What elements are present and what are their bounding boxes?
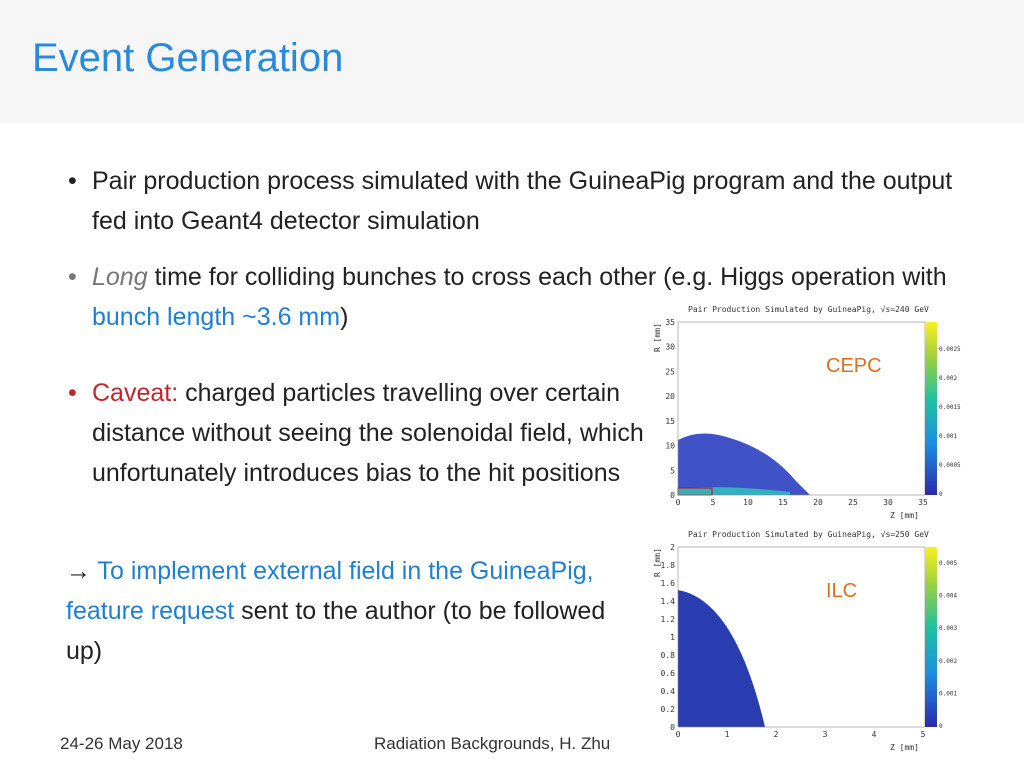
z-tick-label: 0 [939,723,943,730]
scatter-core [678,487,790,495]
y-tick-label: 0.8 [661,651,676,660]
text-run: Long [92,263,148,291]
y-tick-label: 25 [665,367,675,376]
text-run: charged particles travelling over certai… [92,379,644,487]
x-tick-label: 4 [872,730,877,739]
z-tick-label: 0.0025 [939,346,961,353]
footer-center: Radiation Backgrounds, H. Zhu [374,734,611,753]
x-tick-label: 2 [774,730,779,739]
x-tick-label: 5 [921,730,926,739]
y-tick-label: 20 [665,392,675,401]
bullet: • Pair production process simulated with … [68,161,972,241]
header-band [0,0,1024,123]
color-bar [925,322,937,495]
x-tick-label: 20 [813,498,823,507]
y-tick-label: 0.4 [661,687,676,696]
scatter-blob [678,590,765,727]
y-tick-label: 0 [670,491,675,500]
x-axis-label: Z [mm] [890,511,919,520]
y-tick-label: 0.6 [661,669,676,678]
text-run: bunch length ~3.6 mm [92,303,341,331]
x-tick-label: 30 [883,498,893,507]
text-run: time for colliding bunches to cross each… [147,263,947,291]
bullet: • Caveat: charged particles travelling ov… [68,373,652,493]
y-axis-label: R [mm] [653,323,662,352]
x-tick-label: 15 [778,498,788,507]
y-tick-label: 1 [670,633,675,642]
z-tick-label: 0.002 [939,375,957,382]
bullet: • Long time for colliding bunches to cros… [68,257,972,337]
y-tick-label: 30 [665,343,675,352]
x-tick-label: 35 [918,498,928,507]
x-tick-label: 0 [676,730,681,739]
color-bar [925,547,937,727]
z-tick-label: 0 [939,491,943,498]
x-tick-label: 25 [848,498,858,507]
x-tick-label: 5 [711,498,716,507]
plot-label: CEPC [826,355,882,377]
x-tick-label: 1 [725,730,730,739]
text-run: → [66,557,98,585]
note: → To implement external field in the Gui… [66,551,626,671]
y-tick-label: 10 [665,442,675,451]
plots: Pair Production Simulated by GuineaPig, … [653,305,961,752]
footer-date: 24-26 May 2018 [60,734,183,753]
y-tick-label: 2 [670,543,675,552]
text-run: ) [340,303,349,331]
slide-title: Event Generation [32,36,344,80]
z-tick-label: 0.002 [939,658,957,665]
x-tick-label: 3 [823,730,828,739]
y-tick-label: 0 [670,723,675,732]
y-tick-label: 5 [670,466,675,475]
y-tick-label: 1.6 [661,579,676,588]
z-tick-label: 0.004 [939,593,957,600]
plot-label: ILC [826,580,857,602]
plot-title: Pair Production Simulated by GuineaPig, … [688,305,929,314]
x-tick-label: 10 [743,498,753,507]
z-tick-label: 0.005 [939,560,957,567]
text-run: To implement external field in the Guine… [66,557,594,625]
bullet-dot: • [68,263,77,291]
y-tick-label: 1.8 [661,561,676,570]
x-axis-label: Z [mm] [890,743,919,752]
bullet-dot: • [68,167,77,195]
text-run: sent to the author (to be followed up) [66,597,606,665]
y-tick-label: 0.2 [661,705,676,714]
z-tick-label: 0.001 [939,433,957,440]
y-tick-label: 35 [665,318,675,327]
z-tick-label: 0.0015 [939,404,961,411]
z-tick-label: 0.003 [939,625,957,632]
scatter-blob [678,433,810,495]
text-run: Caveat: [92,379,179,407]
z-tick-label: 0.001 [939,690,957,697]
y-axis-label: R [mm] [653,548,662,577]
x-tick-label: 0 [676,498,681,507]
z-tick-label: 0.0005 [939,462,961,469]
bullet-dot: • [68,379,77,407]
y-tick-label: 1.4 [661,597,676,606]
text-run: Pair production process simulated with t… [92,167,953,235]
y-tick-label: 15 [665,417,675,426]
y-tick-label: 1.2 [661,615,676,624]
plot-title: Pair Production Simulated by GuineaPig, … [688,530,929,539]
